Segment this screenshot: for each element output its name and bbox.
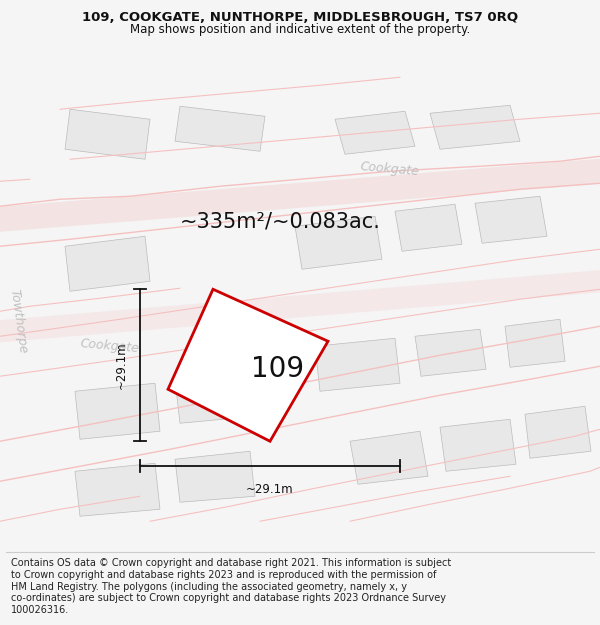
Polygon shape (525, 406, 591, 458)
Text: to Crown copyright and database rights 2023 and is reproduced with the permissio: to Crown copyright and database rights 2… (11, 570, 436, 580)
Polygon shape (335, 111, 415, 154)
Text: HM Land Registry. The polygons (including the associated geometry, namely x, y: HM Land Registry. The polygons (includin… (11, 581, 407, 591)
Polygon shape (395, 204, 462, 251)
Polygon shape (75, 463, 160, 516)
Text: 109, COOKGATE, NUNTHORPE, MIDDLESBROUGH, TS7 0RQ: 109, COOKGATE, NUNTHORPE, MIDDLESBROUGH,… (82, 11, 518, 24)
Text: ~335m²/~0.083ac.: ~335m²/~0.083ac. (179, 211, 380, 231)
Polygon shape (475, 196, 547, 243)
Polygon shape (440, 419, 516, 471)
Polygon shape (168, 289, 328, 441)
Polygon shape (505, 319, 565, 368)
Polygon shape (430, 105, 520, 149)
Text: ~29.1m: ~29.1m (246, 483, 294, 496)
Polygon shape (175, 371, 255, 423)
Text: Cookgate: Cookgate (80, 337, 140, 356)
Text: 100026316.: 100026316. (11, 605, 69, 615)
Polygon shape (350, 431, 428, 484)
Polygon shape (175, 106, 265, 151)
Text: Cookgate: Cookgate (360, 160, 420, 178)
Text: co-ordinates) are subject to Crown copyright and database rights 2023 Ordnance S: co-ordinates) are subject to Crown copyr… (11, 593, 446, 603)
Text: Towthorpe: Towthorpe (7, 288, 29, 354)
Text: 109: 109 (251, 355, 305, 383)
Polygon shape (65, 109, 150, 159)
Text: Map shows position and indicative extent of the property.: Map shows position and indicative extent… (130, 23, 470, 36)
Polygon shape (315, 338, 400, 391)
Text: Contains OS data © Crown copyright and database right 2021. This information is : Contains OS data © Crown copyright and d… (11, 558, 451, 568)
Polygon shape (295, 216, 382, 269)
Polygon shape (75, 383, 160, 439)
Polygon shape (65, 236, 150, 291)
Text: ~29.1m: ~29.1m (115, 341, 128, 389)
Polygon shape (175, 451, 255, 503)
Polygon shape (415, 329, 486, 376)
